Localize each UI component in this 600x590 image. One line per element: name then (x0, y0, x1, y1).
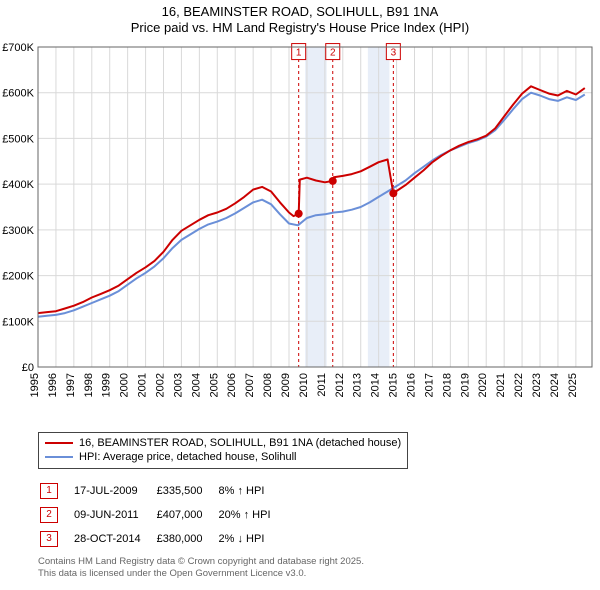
x-tick-label: 1998 (83, 373, 95, 397)
x-tick-label: 2012 (334, 373, 346, 397)
sale-delta: 8% ↑ HPI (219, 480, 285, 502)
x-tick-label: 2006 (226, 373, 238, 397)
legend-swatch (45, 442, 73, 444)
price-chart: 1 2 3 £0 £100K £200K £300K £400K £500K £600K £700K… (0, 37, 600, 417)
x-tick-label: 2013 (352, 373, 364, 397)
y-tick-label: £0 (22, 362, 34, 374)
sale-marker-ref: 2 (40, 507, 58, 523)
sale-marker-number: 1 (296, 47, 302, 58)
legend-label: 16, BEAMINSTER ROAD, SOLIHULL, B91 1NA (… (79, 436, 401, 450)
sale-marker-ref: 1 (40, 483, 58, 499)
title-block: 16, BEAMINSTER ROAD, SOLIHULL, B91 1NA P… (0, 0, 600, 37)
x-tick-label: 2024 (549, 373, 561, 397)
x-tick-label: 2016 (406, 373, 418, 397)
legend-row: HPI: Average price, detached house, Soli… (45, 450, 401, 464)
table-row: 2 09-JUN-2011£407,00020% ↑ HPI (40, 504, 285, 526)
table-row: 1 17-JUL-2009£335,5008% ↑ HPI (40, 480, 285, 502)
y-tick-label: £300K (2, 224, 34, 236)
sale-date: 28-OCT-2014 (74, 528, 155, 550)
x-tick-label: 1995 (29, 373, 41, 397)
footer-line2: This data is licensed under the Open Gov… (38, 568, 364, 580)
x-tick-label: 2021 (495, 373, 507, 397)
footer-line1: Contains HM Land Registry data © Crown c… (38, 556, 364, 568)
y-tick-label: £700K (2, 42, 34, 54)
sale-dot (389, 189, 397, 197)
legend-swatch (45, 456, 73, 458)
sales-table: 1 17-JUL-2009£335,5008% ↑ HPI 2 09-JUN-2011… (38, 478, 287, 552)
chart-container: 1 2 3 £0 £100K £200K £300K £400K £500K £600K £700K… (0, 37, 600, 417)
table-row: 3 28-OCT-2014£380,0002% ↓ HPI (40, 528, 285, 550)
x-tick-label: 1996 (47, 373, 59, 397)
title-subtitle: Price paid vs. HM Land Registry's House … (0, 20, 600, 36)
x-tick-label: 2010 (298, 373, 310, 397)
x-tick-label: 2014 (370, 373, 382, 397)
sale-delta: 2% ↓ HPI (219, 528, 285, 550)
sale-marker-ref: 3 (40, 531, 58, 547)
x-tick-label: 2007 (244, 373, 256, 397)
sale-price: £380,000 (157, 528, 217, 550)
y-tick-label: £400K (2, 179, 34, 191)
x-tick-label: 2001 (137, 373, 149, 397)
attribution-footer: Contains HM Land Registry data © Crown c… (38, 556, 364, 580)
x-tick-label: 2000 (119, 373, 131, 397)
y-tick-label: £500K (2, 133, 34, 145)
x-tick-label: 2015 (388, 373, 400, 397)
sale-date: 17-JUL-2009 (74, 480, 155, 502)
x-tick-label: 2018 (441, 373, 453, 397)
x-tick-label: 2005 (208, 373, 220, 397)
x-tick-label: 2025 (567, 373, 579, 397)
legend: 16, BEAMINSTER ROAD, SOLIHULL, B91 1NA (… (38, 432, 408, 469)
sale-price: £335,500 (157, 480, 217, 502)
x-tick-label: 2017 (423, 373, 435, 397)
y-tick-label: £600K (2, 87, 34, 99)
sale-dot (295, 209, 303, 217)
y-tick-label: £200K (2, 270, 34, 282)
legend-row: 16, BEAMINSTER ROAD, SOLIHULL, B91 1NA (… (45, 436, 401, 450)
x-tick-label: 2023 (531, 373, 543, 397)
x-tick-label: 2008 (262, 373, 274, 397)
x-tick-label: 2003 (172, 373, 184, 397)
sale-dot (329, 176, 337, 184)
x-tick-label: 2022 (513, 373, 525, 397)
sale-marker-number: 2 (330, 47, 336, 58)
x-tick-label: 2020 (477, 373, 489, 397)
x-tick-label: 1999 (101, 373, 113, 397)
x-tick-label: 2011 (316, 373, 328, 397)
sale-delta: 20% ↑ HPI (219, 504, 285, 526)
title-address: 16, BEAMINSTER ROAD, SOLIHULL, B91 1NA (0, 4, 600, 20)
x-tick-label: 2019 (459, 373, 471, 397)
sale-marker-number: 3 (391, 47, 397, 58)
y-tick-label: £100K (2, 316, 34, 328)
x-tick-label: 1997 (65, 373, 77, 397)
sale-date: 09-JUN-2011 (74, 504, 155, 526)
shaded-band (305, 47, 327, 367)
sale-price: £407,000 (157, 504, 217, 526)
x-tick-label: 2009 (280, 373, 292, 397)
legend-label: HPI: Average price, detached house, Soli… (79, 450, 297, 464)
x-tick-label: 2004 (190, 373, 202, 397)
x-tick-label: 2002 (155, 373, 167, 397)
